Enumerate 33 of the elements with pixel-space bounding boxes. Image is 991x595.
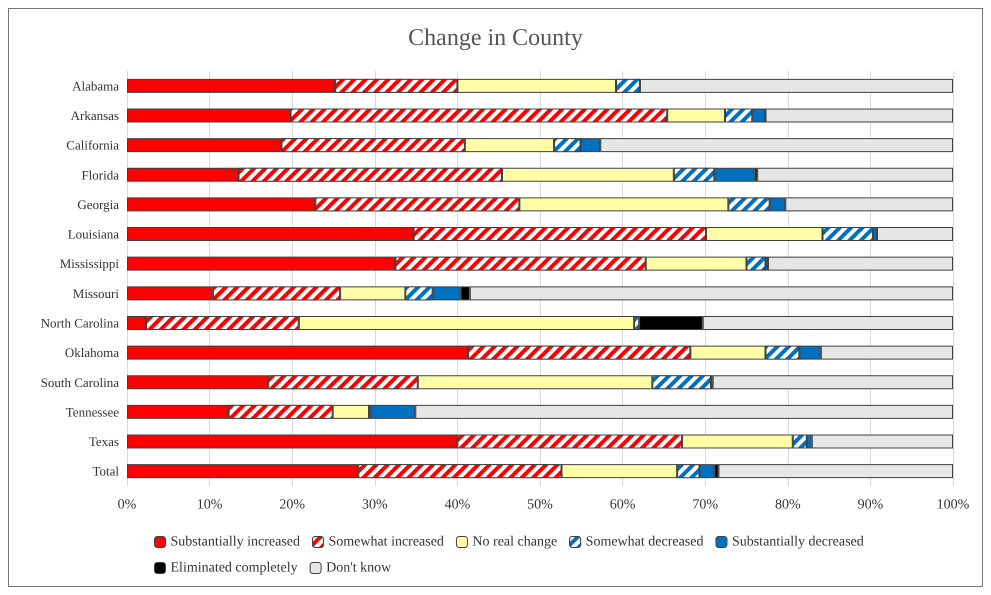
x-tick-label: 20% bbox=[279, 498, 306, 512]
y-tick-label: Alabama bbox=[72, 78, 120, 94]
x-tick-label: 90% bbox=[858, 498, 884, 512]
legend-label: Substantially increased bbox=[170, 534, 300, 550]
y-tick-label: Missouri bbox=[72, 286, 120, 301]
y-tick-label: Georgia bbox=[77, 196, 120, 212]
y-tick-label: Total bbox=[92, 464, 120, 479]
y-tick-label: Florida bbox=[81, 167, 120, 182]
x-tick-label: 100% bbox=[936, 498, 970, 512]
legend-label: Eliminated completely bbox=[170, 560, 298, 576]
legend-label: Don't know bbox=[326, 560, 392, 576]
x-tick-label: 0% bbox=[118, 498, 137, 512]
x-tick-label: 60% bbox=[610, 498, 636, 512]
chart-title: Change in County bbox=[408, 25, 583, 51]
y-tick-label: Texas bbox=[88, 434, 119, 450]
y-tick-label: Mississippi bbox=[60, 256, 120, 272]
x-tick-label: 70% bbox=[692, 498, 718, 512]
x-tick-label: 50% bbox=[527, 498, 554, 512]
y-tick-label: Tennessee bbox=[66, 404, 120, 420]
legend-label: Somewhat increased bbox=[328, 534, 444, 550]
y-tick-label: Louisiana bbox=[68, 226, 120, 242]
y-tick-label: North Carolina bbox=[40, 315, 120, 330]
x-tick-label: 40% bbox=[444, 498, 471, 512]
y-tick-label: Arkansas bbox=[70, 108, 119, 123]
y-tick-label: California bbox=[66, 138, 120, 153]
y-tick-label: Oklahoma bbox=[64, 345, 120, 360]
legend-label: No real change bbox=[472, 534, 558, 550]
x-tick-label: 10% bbox=[196, 498, 223, 512]
x-tick-label: 30% bbox=[362, 498, 388, 512]
x-tick-label: 80% bbox=[774, 498, 801, 512]
legend-label: Substantially decreased bbox=[732, 534, 864, 550]
legend-label: Somewhat decreased bbox=[586, 534, 704, 550]
y-tick-label: South Carolina bbox=[40, 374, 120, 390]
